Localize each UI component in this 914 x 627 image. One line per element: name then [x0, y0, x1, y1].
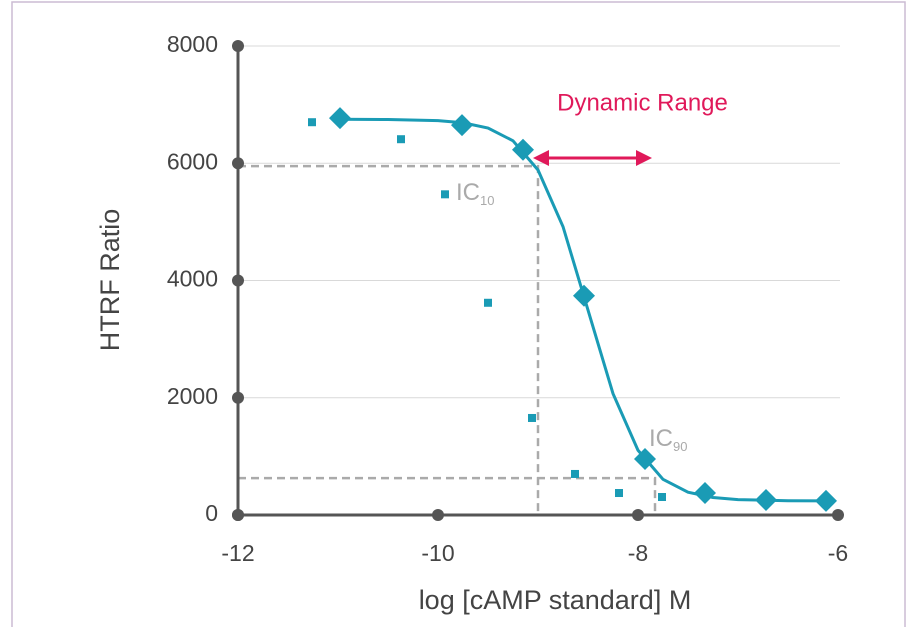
- y-tick-mark: [232, 157, 244, 170]
- square-point: [397, 135, 405, 144]
- square-point: [441, 190, 449, 199]
- y-tick-label: 4000: [167, 266, 218, 292]
- y-tick-label: 6000: [167, 148, 218, 174]
- frame: [11, 1, 906, 627]
- diamond-point: [634, 448, 656, 471]
- arrow-head: [636, 149, 652, 166]
- y-tick-mark: [232, 391, 244, 404]
- square-point: [484, 298, 492, 307]
- x-tick-mark: [632, 509, 644, 521]
- ic-label: IC10: [456, 180, 494, 209]
- y-tick-label: 8000: [167, 31, 218, 57]
- ic-label: IC90: [649, 425, 687, 454]
- ic-label-sub: 10: [480, 194, 494, 209]
- diamond-point: [815, 489, 837, 512]
- diamond-point: [755, 488, 777, 511]
- diamond-point: [694, 482, 716, 505]
- square-point: [528, 413, 536, 422]
- diamond-point: [451, 114, 473, 137]
- diamond-point: [512, 138, 534, 161]
- x-tick-label: -6: [828, 540, 848, 566]
- range-label: Dynamic Range: [557, 89, 728, 116]
- fit-curve: [337, 117, 829, 503]
- y-tick-mark: [232, 274, 244, 287]
- y-tick-mark: [232, 40, 244, 52]
- x-tick-label: -12: [221, 540, 254, 566]
- diamond-point: [573, 284, 595, 307]
- square-point: [571, 469, 579, 478]
- square-point: [308, 118, 316, 127]
- arrow-head: [533, 149, 549, 166]
- y-axis-label: HTRF Ratio: [95, 209, 125, 352]
- y-tick-label: 0: [205, 500, 218, 526]
- square-point: [615, 489, 623, 498]
- x-tick-label: -8: [628, 540, 648, 566]
- x-tick-mark: [832, 509, 844, 521]
- x-tick-mark: [232, 509, 244, 521]
- square-point: [658, 493, 666, 502]
- ic-label-sub: 90: [673, 440, 687, 455]
- y-tick-label: 2000: [167, 383, 218, 409]
- diamond-point: [329, 107, 351, 130]
- ic-dashed-line: [238, 476, 657, 515]
- x-tick-mark: [432, 509, 444, 521]
- ic-dashed-line: [238, 164, 540, 515]
- x-tick-label: -10: [421, 540, 454, 566]
- ic-label-main: IC: [649, 425, 673, 452]
- ic-label-main: IC: [456, 180, 480, 207]
- x-axis-label: log [cAMP standard] M: [419, 585, 692, 615]
